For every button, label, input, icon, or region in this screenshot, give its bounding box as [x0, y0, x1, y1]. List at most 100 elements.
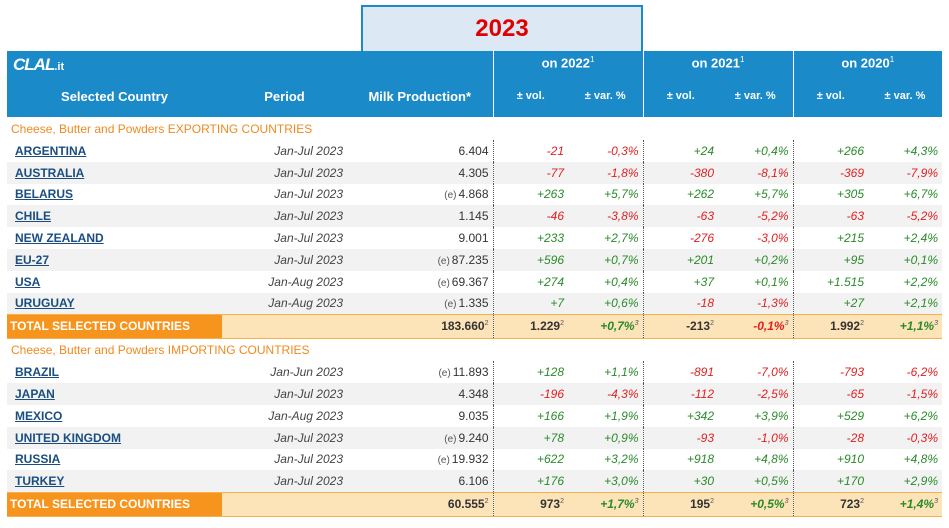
country-cell: URUGUAY	[7, 292, 222, 315]
total-milk-value: 183.660	[441, 319, 485, 334]
pct-change-cell: +1,1%	[568, 361, 643, 384]
country-link[interactable]: BELARUS	[15, 187, 74, 202]
country-link[interactable]: JAPAN	[15, 387, 55, 402]
footnote-mark: 3	[634, 498, 639, 506]
section-header-row: Cheese, Butter and Powders IMPORTING COU…	[7, 338, 942, 362]
period-cell: Jan-Aug 2023	[222, 404, 347, 427]
footnote-mark: 3	[784, 498, 789, 506]
country-link[interactable]: BRAZIL	[15, 365, 59, 380]
total-pct-value: -0,1%	[753, 319, 785, 334]
estimate-mark: (e)	[444, 190, 457, 202]
pct-change-cell: +2,1%	[868, 292, 942, 315]
total-pct-cell: +1,1%3	[868, 313, 942, 339]
footnote-mark: 2	[560, 320, 564, 328]
vol-change-cell: +30	[642, 470, 718, 493]
period-cell: Jan-Jul 2023	[222, 183, 347, 206]
total-label: TOTAL SELECTED COUNTRIES	[7, 313, 222, 339]
country-link[interactable]: RUSSIA	[15, 452, 61, 467]
country-link[interactable]: UNITED KINGDOM	[15, 430, 121, 445]
period-cell: Jan-Aug 2023	[222, 270, 347, 293]
pct-change-cell: -0,3%	[868, 426, 942, 449]
country-link[interactable]: TURKEY	[15, 474, 65, 488]
pct-change-cell: -1,3%	[718, 292, 793, 315]
clal-logo[interactable]: CLAL.it	[7, 51, 222, 75]
total-vol-cell: 1952	[642, 491, 718, 517]
vol-change-cell: +622	[492, 448, 568, 471]
milk-value: 69.367	[451, 274, 489, 289]
milk-production-cell: (e) 87.235	[347, 248, 493, 271]
pct-change-cell: +3,2%	[568, 448, 643, 471]
country-link[interactable]: MEXICO	[15, 408, 63, 423]
total-vol-value: 1.992	[830, 319, 861, 334]
vol-change-cell: +263	[492, 183, 568, 206]
header-vol-2022: ± vol.	[492, 75, 568, 117]
total-vol-value: 723	[840, 497, 861, 512]
header-var-2020: ± var. %	[868, 75, 942, 117]
total-pct-value: +1,7%	[600, 497, 635, 512]
pct-change-cell: +1,9%	[568, 404, 643, 427]
vol-change-cell: +201	[642, 248, 718, 271]
country-cell: BRAZIL	[7, 361, 222, 384]
pct-change-cell: -1,8%	[568, 161, 643, 184]
vol-change-cell: -65	[792, 383, 868, 405]
country-link[interactable]: ARGENTINA	[15, 143, 87, 158]
period-cell: Jan-Jul 2023	[222, 205, 347, 228]
header-selected-country: Selected Country	[7, 75, 222, 117]
total-pct-cell: +0,7%3	[568, 313, 643, 339]
vol-change-cell: -63	[792, 205, 868, 228]
footnote-mark: 2	[860, 320, 864, 328]
total-vol-cell: -2132	[642, 313, 718, 339]
country-link[interactable]: EU-27	[15, 252, 50, 267]
footnote-mark: 2	[484, 320, 489, 328]
pct-change-cell: +0,1%	[868, 248, 942, 271]
vol-change-cell: -63	[642, 205, 718, 228]
total-pct-value: +1,4%	[899, 497, 935, 512]
total-pct-value: +0,7%	[600, 319, 635, 334]
table-row: TURKEY Jan-Jul 2023 6.106 +176 +3,0% +30 +0,5%…	[7, 470, 942, 493]
milk-value: 4.348	[458, 387, 489, 402]
vol-change-cell: +37	[642, 270, 718, 293]
vol-change-cell: +910	[792, 448, 868, 471]
total-label: TOTAL SELECTED COUNTRIES	[7, 491, 222, 517]
country-link[interactable]: URUGUAY	[15, 296, 75, 311]
country-link[interactable]: NEW ZEALAND	[15, 231, 104, 246]
vol-change-cell: +305	[792, 183, 868, 206]
country-link[interactable]: AUSTRALIA	[15, 165, 85, 180]
pct-change-cell: -6,2%	[868, 361, 942, 384]
pct-change-cell: +0,6%	[568, 292, 643, 315]
milk-value: 9.035	[458, 408, 489, 423]
country-cell: AUSTRALIA	[7, 161, 222, 184]
country-cell: JAPAN	[7, 383, 222, 405]
vol-change-cell: +262	[642, 183, 718, 206]
footnote-mark: 2	[484, 498, 489, 506]
vol-change-cell: +170	[792, 470, 868, 493]
pct-change-cell: +0,9%	[568, 426, 643, 449]
pct-change-cell: +5,7%	[718, 183, 793, 206]
estimate-mark: (e)	[437, 455, 450, 467]
country-cell: MEXICO	[7, 404, 222, 427]
footnote-mark: 2	[560, 498, 564, 506]
vol-change-cell: -21	[492, 140, 568, 162]
milk-production-cell: (e) 19.932	[347, 448, 493, 471]
milk-value: 9.001	[458, 231, 489, 246]
period-cell: Jan-Jul 2023	[222, 140, 347, 162]
country-link[interactable]: CHILE	[15, 209, 51, 224]
table-row: RUSSIA Jan-Jul 2023 (e) 19.932 +622 +3,2% +918…	[7, 448, 942, 471]
total-period-empty	[222, 491, 347, 517]
milk-production-table: CLAL.it on 20221 on 20211 on 20201 Selec…	[7, 51, 942, 517]
milk-value: 11.893	[452, 365, 489, 380]
vol-change-cell: +128	[492, 361, 568, 384]
pct-change-cell: +2,2%	[868, 270, 942, 293]
total-vol-value: -213	[686, 319, 711, 334]
country-link[interactable]: USA	[15, 274, 41, 289]
table-row: MEXICO Jan-Aug 2023 9.035 +166 +1,9% +342 +3,9…	[7, 404, 942, 427]
pct-change-cell: -8,1%	[718, 161, 793, 184]
pct-change-cell: +0,1%	[718, 270, 793, 293]
header-on-2021: on 20211	[642, 51, 793, 75]
total-vol-value: 973	[540, 497, 561, 512]
vol-change-cell: +266	[792, 140, 868, 162]
total-period-empty	[222, 313, 347, 339]
pct-change-cell: -1,5%	[868, 383, 942, 405]
estimate-mark: (e)	[444, 299, 457, 311]
header-vol-2021: ± vol.	[642, 75, 718, 117]
